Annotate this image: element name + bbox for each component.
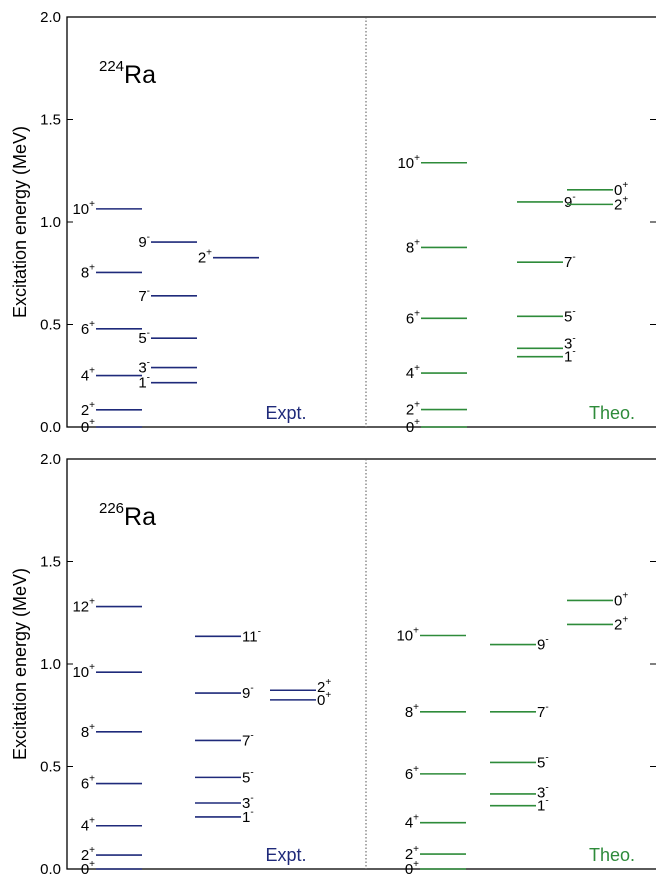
level-label: 6+	[405, 764, 419, 783]
level-label: 10+	[72, 199, 95, 218]
level-label: 6+	[81, 774, 95, 793]
y-axis-title: Excitation energy (MeV)	[10, 568, 30, 760]
level-label: 3-	[138, 358, 150, 377]
y-tick-label: 1.0	[40, 656, 61, 673]
level-label: 2+	[614, 194, 628, 213]
level-label: 7-	[242, 730, 254, 749]
level-label: 5-	[537, 752, 549, 771]
level-label: 6+	[406, 308, 420, 327]
y-tick-label: 0.0	[40, 419, 61, 436]
y-tick-label: 0.0	[40, 861, 61, 878]
level-label: 0+	[405, 859, 419, 878]
panel-tag-theo: Theo.	[589, 845, 635, 865]
level-label: 1-	[242, 807, 254, 826]
level-label: 9-	[138, 232, 150, 251]
y-tick-label: 1.5	[40, 112, 61, 129]
level-label: 3-	[537, 783, 549, 802]
level-label: 0+	[406, 417, 420, 436]
level-label: 12+	[72, 597, 95, 616]
nucleus-label: 224Ra	[99, 58, 156, 89]
panel-tag-expt: Expt.	[265, 845, 306, 865]
level-label: 2+	[317, 677, 331, 696]
level-label: 8+	[406, 237, 420, 256]
y-tick-label: 0.5	[40, 759, 61, 776]
level-label: 3-	[564, 334, 576, 353]
level-label: 6+	[81, 319, 95, 338]
y-tick-label: 2.0	[40, 451, 61, 468]
panel-tag-theo: Theo.	[589, 403, 635, 423]
level-label: 2+	[198, 248, 212, 267]
level-label: 11-	[242, 626, 261, 645]
y-tick-label: 1.5	[40, 554, 61, 571]
chart-panel-224Ra: 0.0 0.5 1.0 1.5 2.0 Excitation energy (MeV) 22…	[10, 9, 656, 436]
level-label: 9-	[564, 192, 576, 211]
chart-panel-226Ra: 0.0 0.5 1.0 1.5 2.0 Excitation energy (MeV) 22…	[10, 451, 656, 878]
level-label: 1-	[564, 347, 576, 366]
level-label: 5-	[564, 306, 576, 325]
level-label: 2+	[405, 844, 419, 863]
level-label: 0+	[317, 690, 331, 709]
panel-tag-expt: Expt.	[265, 403, 306, 423]
level-label: 10+	[396, 626, 419, 645]
level-label: 4+	[405, 813, 419, 832]
level-label: 2+	[81, 400, 95, 419]
y-tick-label: 2.0	[40, 9, 61, 26]
level-label: 1-	[537, 796, 549, 815]
y-tick-label: 1.0	[40, 214, 61, 231]
level-label: 8+	[81, 262, 95, 281]
level-label: 0+	[81, 859, 95, 878]
level-label: 10+	[397, 153, 420, 172]
level-label: 9-	[242, 683, 254, 702]
y-axis-title: Excitation energy (MeV)	[10, 126, 30, 318]
level-label: 1-	[138, 373, 150, 392]
level-label: 9-	[537, 635, 549, 654]
nucleus-label: 226Ra	[99, 500, 156, 531]
level-label: 8+	[405, 702, 419, 721]
level-label: 10+	[72, 662, 95, 681]
level-label: 7-	[138, 286, 150, 305]
level-label: 7-	[564, 252, 576, 271]
y-tick-label: 0.5	[40, 317, 61, 334]
level-label: 0+	[81, 417, 95, 436]
level-label: 2+	[81, 845, 95, 864]
level-label: 7-	[537, 702, 549, 721]
level-label: 4+	[81, 816, 95, 835]
level-label: 0+	[614, 590, 628, 609]
level-label: 8+	[81, 722, 95, 741]
level-label: 3-	[242, 793, 254, 812]
level-label: 4+	[81, 366, 95, 385]
level-label: 2+	[406, 400, 420, 419]
level-label: 4+	[406, 363, 420, 382]
level-label: 5-	[242, 767, 254, 786]
level-label: 2+	[614, 614, 628, 633]
level-label: 0+	[614, 180, 628, 199]
level-label: 5-	[138, 328, 150, 347]
